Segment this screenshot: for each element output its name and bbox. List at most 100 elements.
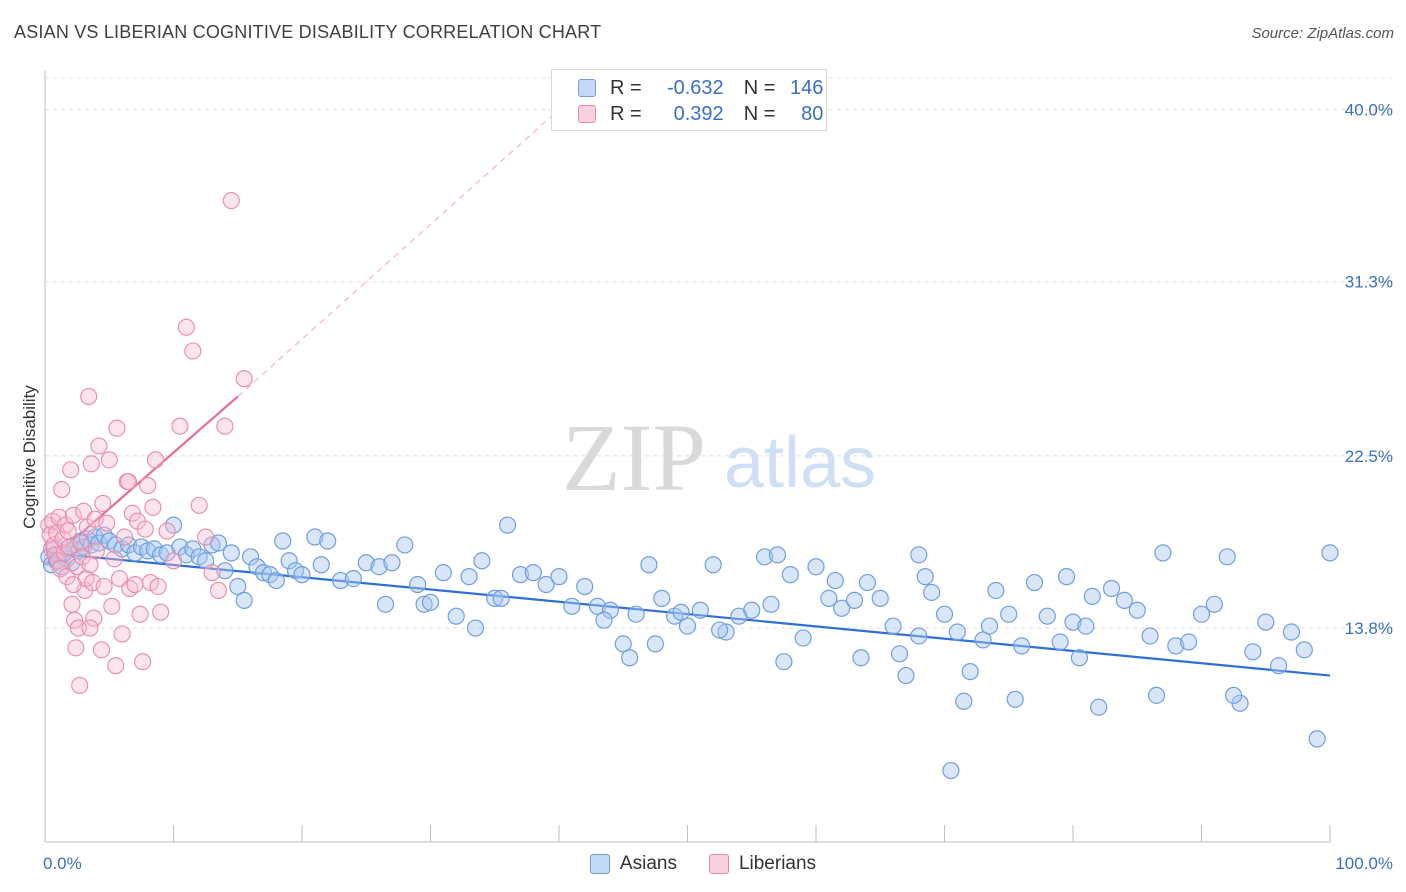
asian-point [897,666,915,685]
liberian-point [158,522,176,540]
asian-point [884,617,902,635]
asian-point [1147,686,1166,704]
asian-point [376,595,395,613]
asian-point [762,595,780,613]
asian-point [499,516,517,534]
liberian-point [141,573,159,592]
y-tick-label: 22.5% [1345,447,1393,466]
asian-point [280,552,298,570]
asian-point [910,546,928,564]
series-legend: Asians Liberians [0,851,1406,877]
asian-point [1051,633,1069,651]
r-label: R = [610,102,642,125]
asian-point [1025,573,1044,592]
asian-point [1012,637,1031,655]
liberian-point [87,542,105,560]
liberian-point [69,619,87,637]
asian-point [627,605,645,623]
asian-point [1308,730,1326,748]
asian-point [768,546,787,564]
asian-point [1205,595,1223,613]
liberian-point [67,639,85,657]
liberian-point [71,676,89,695]
asian-point [621,649,639,667]
asian-point [672,603,690,621]
liberian-point [59,522,77,540]
asian-point [126,544,144,562]
asian-point [473,552,491,570]
asian-point [319,532,337,550]
liberian-point [235,370,253,388]
asian-point [466,619,485,637]
asian-point [248,558,266,576]
asian-point [235,591,253,609]
liberian-point [94,494,112,512]
liberian-point [98,514,116,532]
liberian-point [107,657,125,675]
watermark-zip: ZIP [562,404,706,511]
liberian-point [136,520,154,538]
liberian-point [81,556,99,574]
liberian-point [68,558,86,576]
liberian-point [92,641,111,659]
points-layer [40,192,1339,780]
asian-point [1090,698,1108,716]
asian-point [261,566,279,584]
asian-point [1180,633,1198,651]
stats-legend: R = -0.632 N = 146 R = 0.392 N = 80 [551,69,827,131]
asian-point [460,568,478,586]
asian-point [807,558,825,576]
asian-point [775,653,793,671]
asian-point [1000,605,1018,623]
asian-point [409,575,427,594]
asian-point [601,601,620,619]
asian-point [216,562,234,580]
liberian-point [164,552,183,570]
asian-point [511,566,530,584]
asian-point [1225,686,1243,704]
liberian-point [103,597,121,615]
asian-point [691,601,709,619]
asian-point [910,627,928,645]
r-label: R = [610,76,642,99]
legend-item-asians[interactable]: Asians [589,853,677,875]
asian-point [486,589,504,607]
liberian-point [146,451,165,469]
liberian-point [66,611,84,629]
liberian-point [144,498,162,516]
asians-legend-swatch [589,854,610,874]
liberian-point [126,575,144,594]
asian-point [1102,579,1121,598]
r-value: 0.392 [673,102,724,125]
asian-point [588,597,607,615]
asian-point [1167,637,1185,655]
liberian-point [209,581,228,600]
asian-point [781,566,799,584]
asian-point [640,556,658,574]
asian-point [955,692,973,710]
asian-point [1154,544,1172,562]
asian-point [421,593,440,611]
liberian-point [105,550,123,568]
asian-point [267,571,285,590]
y-tick-label: 13.8% [1345,619,1393,638]
y-tick-label: 40.0% [1345,101,1393,120]
watermark-atlas: atlas [724,423,876,503]
n-label: N = [743,102,776,125]
asian-point [948,623,966,641]
asian-point [974,631,992,649]
grid-layer [45,77,1395,629]
x-tick-label: 100.0% [1335,854,1393,873]
asian-point [357,554,375,572]
liberian-point [110,570,129,588]
liberian-point [177,318,195,336]
liberian-point [222,192,240,210]
asian-point [1141,627,1159,645]
legend-row-liberians: R = 0.392 N = 80 [578,101,823,127]
asian-point [1218,548,1236,566]
asian-point [711,621,729,639]
asian-point [415,595,433,613]
asian-point [595,611,613,629]
legend-item-liberians[interactable]: Liberians [708,853,816,875]
asian-point [653,589,671,607]
